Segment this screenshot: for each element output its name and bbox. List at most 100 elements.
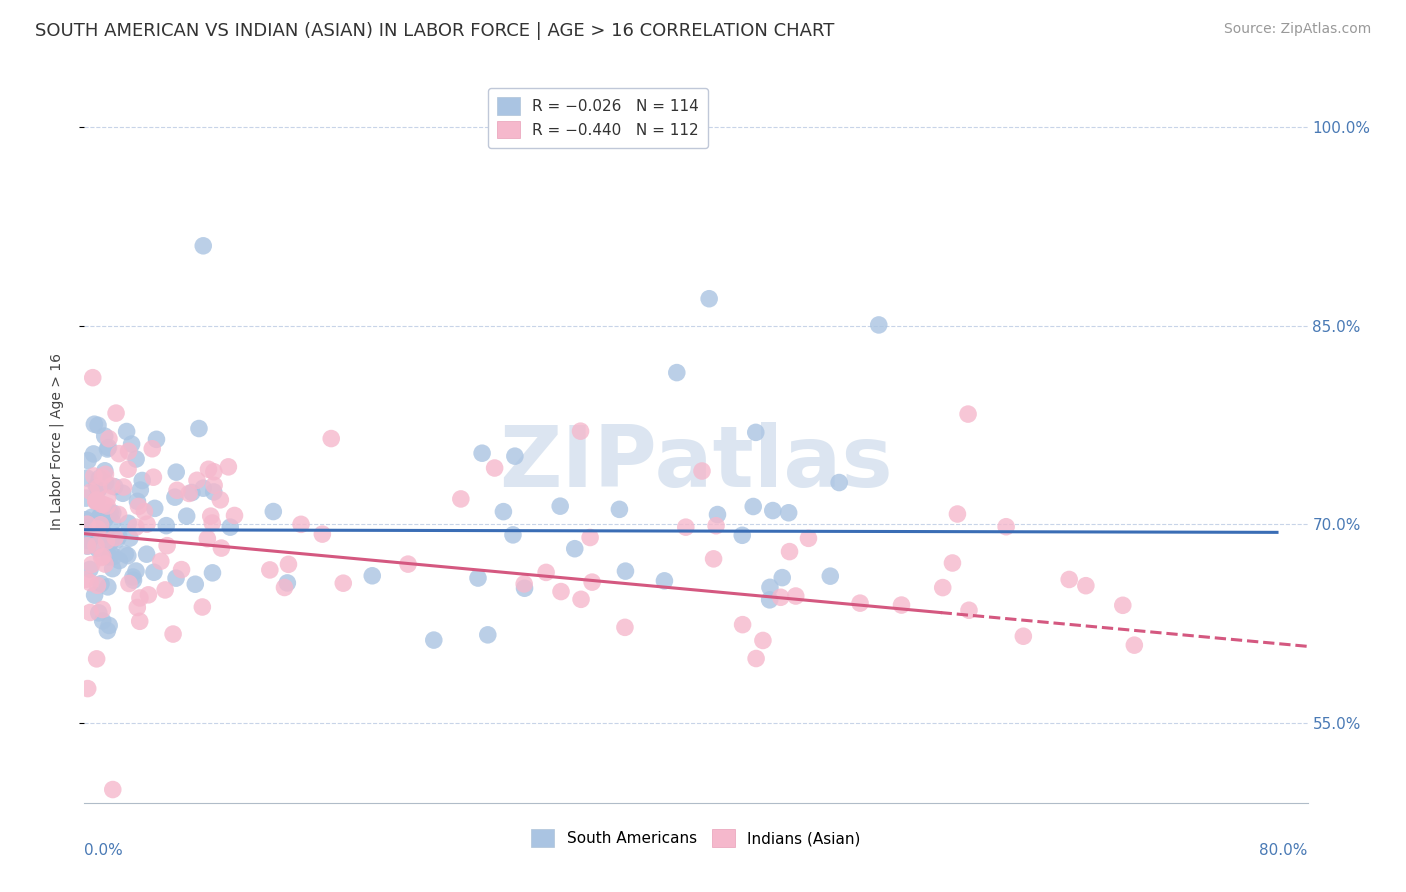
- Point: [614, 564, 637, 578]
- Point: [91, 508, 114, 522]
- Point: [513, 577, 536, 591]
- Point: [477, 628, 499, 642]
- Point: [143, 501, 166, 516]
- Point: [80, 510, 103, 524]
- Point: [569, 592, 592, 607]
- Point: [311, 527, 333, 541]
- Point: [200, 509, 222, 524]
- Point: [579, 531, 602, 545]
- Point: [94, 467, 117, 482]
- Point: [165, 465, 187, 479]
- Point: [108, 553, 131, 567]
- Point: [86, 652, 108, 666]
- Point: [122, 570, 145, 584]
- Point: [1123, 638, 1146, 652]
- Point: [98, 549, 121, 564]
- Point: [503, 449, 526, 463]
- Point: [957, 603, 980, 617]
- Point: [797, 532, 820, 546]
- Point: [932, 581, 955, 595]
- Point: [93, 429, 115, 443]
- Point: [86, 541, 108, 556]
- Point: [467, 571, 489, 585]
- Point: [706, 508, 728, 522]
- Point: [155, 518, 177, 533]
- Point: [76, 681, 98, 696]
- Point: [138, 588, 160, 602]
- Point: [484, 461, 506, 475]
- Point: [142, 470, 165, 484]
- Point: [569, 424, 592, 438]
- Point: [79, 606, 101, 620]
- Point: [79, 522, 101, 536]
- Point: [91, 549, 114, 564]
- Point: [86, 578, 108, 592]
- Point: [849, 596, 872, 610]
- Point: [163, 490, 186, 504]
- Point: [128, 500, 150, 514]
- Point: [84, 494, 107, 508]
- Point: [75, 520, 97, 534]
- Point: [87, 522, 110, 536]
- Point: [262, 504, 284, 518]
- Point: [202, 484, 225, 499]
- Point: [492, 505, 515, 519]
- Point: [94, 557, 117, 571]
- Point: [195, 532, 218, 546]
- Point: [83, 588, 105, 602]
- Point: [450, 491, 472, 506]
- Point: [79, 533, 101, 547]
- Point: [97, 508, 120, 522]
- Point: [703, 552, 725, 566]
- Point: [745, 651, 768, 665]
- Point: [202, 465, 225, 479]
- Point: [91, 602, 114, 616]
- Point: [98, 618, 121, 632]
- Point: [745, 425, 768, 440]
- Point: [101, 562, 124, 576]
- Point: [471, 446, 494, 460]
- Point: [548, 499, 571, 513]
- Point: [165, 571, 187, 585]
- Point: [96, 534, 118, 549]
- Point: [423, 633, 446, 648]
- Point: [89, 508, 111, 523]
- Point: [762, 503, 785, 517]
- Point: [201, 516, 224, 530]
- Point: [76, 539, 98, 553]
- Point: [321, 432, 343, 446]
- Point: [135, 547, 157, 561]
- Point: [332, 576, 354, 591]
- Point: [96, 499, 118, 513]
- Point: [166, 483, 188, 498]
- Point: [125, 564, 148, 578]
- Point: [156, 539, 179, 553]
- Point: [91, 470, 114, 484]
- Point: [76, 517, 98, 532]
- Point: [104, 480, 127, 494]
- Point: [117, 516, 139, 531]
- Point: [94, 464, 117, 478]
- Point: [654, 574, 676, 588]
- Point: [118, 531, 141, 545]
- Point: [90, 576, 112, 591]
- Point: [105, 533, 128, 547]
- Point: [361, 568, 384, 582]
- Point: [101, 506, 124, 520]
- Point: [77, 453, 100, 467]
- Point: [114, 547, 136, 561]
- Point: [273, 581, 295, 595]
- Point: [76, 471, 98, 485]
- Point: [100, 479, 122, 493]
- Point: [217, 459, 239, 474]
- Point: [98, 506, 121, 520]
- Point: [162, 627, 184, 641]
- Point: [98, 432, 121, 446]
- Point: [697, 292, 720, 306]
- Point: [79, 562, 101, 576]
- Point: [129, 591, 152, 605]
- Point: [105, 406, 128, 420]
- Point: [581, 575, 603, 590]
- Point: [613, 620, 636, 634]
- Point: [134, 504, 156, 518]
